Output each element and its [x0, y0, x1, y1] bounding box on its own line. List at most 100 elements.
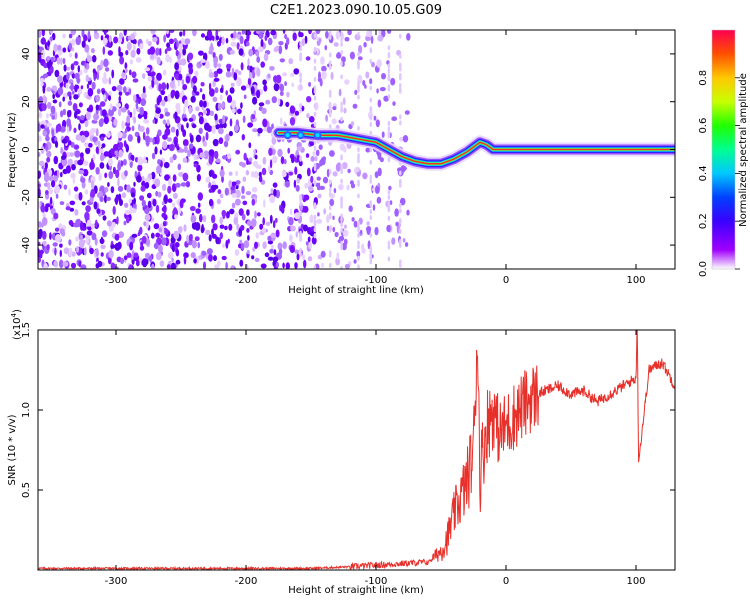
spectrogram-speckle: [97, 140, 101, 150]
spectrogram-speckle: [330, 71, 334, 80]
spectrogram-speckle: [118, 51, 124, 57]
spectrogram-speckle: [184, 38, 191, 45]
spectrogram-speckle: [280, 156, 285, 165]
spectrogram-speckle: [295, 184, 300, 192]
spectrogram-speckle: [73, 127, 77, 133]
spectrogram-speckle: [162, 119, 167, 125]
spectrogram-speckle: [305, 241, 309, 246]
spectrogram-speckle: [299, 83, 302, 89]
spectrogram-speckle: [110, 244, 116, 249]
spectrogram-speckle: [259, 223, 264, 230]
spectrogram-speckle: [365, 147, 371, 153]
spectrogram-speckle: [269, 194, 276, 204]
spectrogram-speckle: [113, 118, 118, 126]
spectrogram-speckle: [328, 64, 332, 70]
spectrogram-speckle: [357, 227, 360, 233]
spectrogram-speckle: [391, 237, 396, 245]
spectrogram-speckle: [293, 68, 300, 75]
spectrogram-speckle: [72, 103, 78, 112]
spectrogram-speckle: [377, 35, 384, 42]
spectrogram-speckle: [202, 93, 206, 101]
spectrogram-speckle: [70, 30, 76, 36]
spectrogram-speckle: [87, 225, 92, 231]
spectrogram-speckle: [288, 171, 294, 176]
spectrogram-speckle: [67, 91, 72, 97]
spectrogram-speckle: [328, 169, 332, 175]
spectrogram-speckle: [404, 110, 410, 115]
spectrogram-speckle: [120, 107, 127, 113]
spectrogram-speckle: [71, 164, 76, 171]
spectrogram-speckle: [205, 229, 211, 236]
spectrogram-speckle: [95, 219, 98, 228]
snr-y-multiplier-close: ): [12, 309, 23, 313]
spectrogram-speckle: [267, 73, 271, 79]
spectrogram-speckle: [228, 171, 233, 176]
spectrogram-speckle: [318, 71, 321, 80]
spectrogram-speckle: [203, 109, 208, 115]
spectrogram-speckle: [387, 68, 391, 74]
spectrogram-speckle: [175, 49, 179, 57]
spectrogram-speckle: [209, 157, 213, 165]
spectrogram-speckle: [106, 196, 111, 201]
spectrogram-speckle: [141, 236, 147, 244]
spectrogram-speckle: [251, 69, 256, 79]
spectrogram-speckle: [41, 49, 46, 59]
spectrogram-speckle: [106, 42, 112, 48]
spectrogram-speckle: [376, 59, 382, 68]
spectrogram-speckle: [65, 82, 69, 90]
spectrogram-speckle: [72, 90, 75, 95]
spectrogram-speckle: [76, 77, 80, 84]
spectrogram-speckle: [139, 226, 143, 235]
spectrogram-speckle: [178, 73, 183, 81]
spectrogram-speckle: [144, 182, 150, 189]
spectrogram-speckle: [246, 250, 250, 255]
spectrogram-speckle: [280, 117, 283, 125]
spectrogram-speckle: [331, 118, 337, 125]
spectrogram-speckle: [157, 244, 163, 253]
spectrogram-speckle: [217, 102, 222, 111]
spectrogram-speckle: [264, 252, 270, 258]
spectrogram-speckle: [178, 172, 184, 177]
spectrogram-speckle: [399, 73, 402, 78]
spectrogram-speckle: [174, 90, 180, 100]
spectrogram-speckle: [118, 95, 122, 102]
spectrogram-speckle: [59, 201, 65, 206]
spectrogram-speckle: [357, 244, 360, 249]
spectrogram-speckle: [123, 86, 127, 94]
spectrogram-speckle: [38, 221, 43, 228]
spectrogram-speckle: [164, 111, 171, 117]
spectrogram-speckle: [66, 72, 70, 80]
spectrogram-speckle: [325, 30, 329, 39]
spectrogram-speckle: [260, 263, 267, 269]
spectrogram-speckle: [173, 230, 180, 240]
spectrogram-speckle: [387, 240, 391, 246]
spectrogram-speckle: [54, 247, 57, 256]
spectrogram-speckle: [111, 86, 117, 92]
spectrogram-speckle: [79, 152, 84, 158]
spectrogram-speckle: [370, 35, 374, 44]
spectrogram-speckle: [372, 204, 376, 211]
spectrogram-speckle: [136, 175, 142, 183]
spectrogram-speckle: [88, 142, 93, 148]
spectrogram-speckle: [399, 178, 402, 184]
spectrogram-speckle: [117, 131, 123, 139]
spectrogram-speckle: [121, 120, 125, 130]
spectrogram-speckle: [230, 265, 235, 269]
spectrogram-speckle: [381, 131, 385, 138]
spectrogram-speckle: [275, 74, 282, 84]
spectrogram-speckle: [110, 148, 117, 157]
spectrogram-speckle: [110, 186, 115, 194]
spectrogram-speckle: [107, 95, 112, 101]
spectrogram-speckle: [277, 148, 283, 157]
spectrogram-speckle: [211, 214, 216, 224]
spectrogram-speckle: [121, 192, 127, 199]
spectrogram-speckle: [389, 200, 393, 206]
spectrogram-speckle: [185, 75, 191, 84]
snr-panel: -300 -200 -100 0 100 0.5 1.0 1.5 Height of str…: [7, 309, 676, 596]
spectrogram-speckle: [66, 66, 71, 71]
spectrogram-x-tick-label: 0: [503, 275, 509, 286]
spectrogram-speckle: [375, 119, 380, 128]
spectrogram-speckle: [332, 171, 338, 177]
spectrogram-speckle: [186, 122, 189, 129]
